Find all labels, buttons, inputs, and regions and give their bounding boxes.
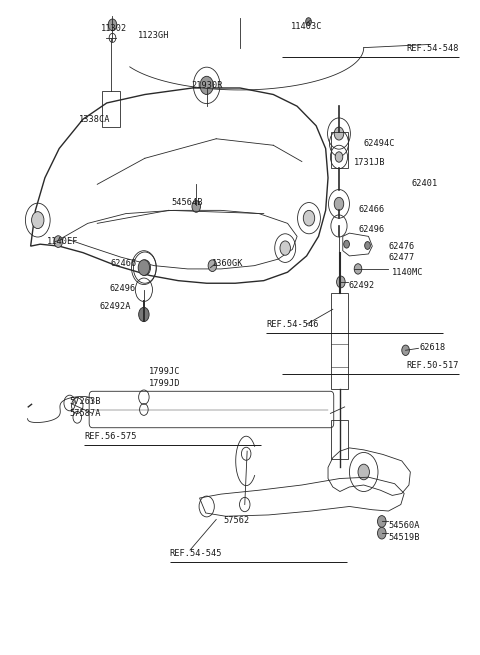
Text: 1140MC: 1140MC — [392, 269, 424, 277]
Text: 62496: 62496 — [109, 284, 135, 293]
Text: 57263B: 57263B — [70, 397, 101, 406]
Text: 54560A: 54560A — [388, 521, 420, 530]
Text: 1799JC: 1799JC — [149, 367, 180, 376]
Circle shape — [54, 236, 62, 248]
Text: 57562: 57562 — [223, 515, 249, 525]
Circle shape — [354, 264, 362, 274]
Text: 62618: 62618 — [420, 343, 446, 352]
Text: 54564B: 54564B — [171, 198, 203, 207]
Circle shape — [108, 19, 117, 31]
Circle shape — [377, 527, 386, 539]
Circle shape — [334, 127, 344, 140]
Circle shape — [335, 152, 343, 162]
Text: 1360GK: 1360GK — [212, 259, 243, 268]
Text: REF.56-575: REF.56-575 — [84, 432, 136, 441]
Text: 62492A: 62492A — [100, 302, 131, 311]
Text: 11403C: 11403C — [291, 22, 323, 31]
Bar — [331, 293, 348, 389]
Text: 62401: 62401 — [411, 179, 438, 187]
Text: REF.50-517: REF.50-517 — [407, 361, 459, 370]
Circle shape — [306, 18, 312, 26]
Text: 62466: 62466 — [110, 259, 137, 268]
Text: 1338CA: 1338CA — [79, 115, 110, 124]
Text: REF.54-548: REF.54-548 — [407, 45, 459, 54]
Text: 62466: 62466 — [359, 204, 385, 214]
Text: 1123GH: 1123GH — [138, 31, 169, 41]
Text: 57587A: 57587A — [70, 409, 101, 418]
Text: 11302: 11302 — [101, 24, 127, 33]
Text: 62496: 62496 — [358, 225, 384, 234]
Circle shape — [344, 240, 349, 248]
Bar — [331, 132, 348, 168]
Text: 1799JD: 1799JD — [149, 379, 180, 388]
Text: REF.54-545: REF.54-545 — [169, 550, 222, 559]
Circle shape — [139, 260, 151, 276]
Circle shape — [402, 345, 409, 356]
Text: 1140EF: 1140EF — [48, 237, 79, 246]
Text: 1731JB: 1731JB — [354, 158, 386, 166]
Text: 62476: 62476 — [388, 242, 415, 251]
Circle shape — [358, 464, 370, 480]
Circle shape — [303, 210, 315, 226]
Text: 62477: 62477 — [388, 253, 415, 262]
Circle shape — [280, 241, 290, 255]
Text: 21930R: 21930R — [191, 81, 222, 90]
Circle shape — [365, 242, 371, 250]
Circle shape — [377, 515, 386, 527]
Circle shape — [138, 260, 150, 276]
Text: 54519B: 54519B — [388, 533, 420, 542]
Circle shape — [139, 307, 149, 322]
Bar — [102, 91, 120, 127]
Circle shape — [334, 197, 344, 210]
Circle shape — [32, 212, 44, 229]
Circle shape — [336, 276, 345, 288]
Bar — [331, 420, 348, 459]
Circle shape — [200, 76, 213, 94]
Text: REF.54-546: REF.54-546 — [266, 320, 319, 329]
Circle shape — [208, 260, 216, 272]
Circle shape — [192, 200, 201, 212]
Text: 62492: 62492 — [348, 282, 375, 290]
Text: 62494C: 62494C — [364, 140, 395, 149]
